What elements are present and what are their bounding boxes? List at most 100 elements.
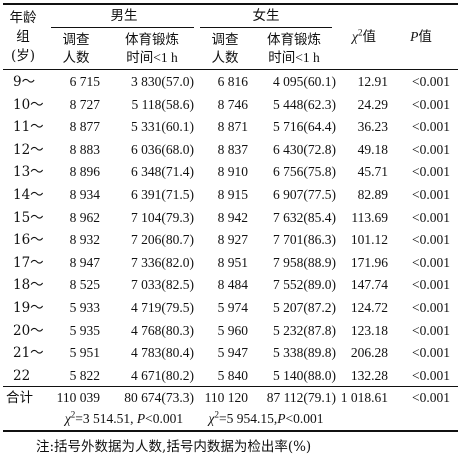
header-female-exercise-1: 体育锻炼: [267, 32, 321, 48]
cell-female-exercise: 5 716(64.4): [273, 119, 336, 135]
cell-female-exercise: 4 095(60.1): [273, 74, 336, 89]
table-row: 16～ 8 932 7 206(80.7) 8 927 7 701(86.3) 101.1…: [0, 228, 461, 252]
cell-male-n: 8 962: [69, 209, 100, 225]
table-row: 13～ 8 896 6 348(71.4) 8 910 6 756(75.8) 45.71…: [0, 160, 461, 184]
cell-male-n: 8 932: [69, 232, 100, 248]
cell-male-n: 8 947: [69, 254, 100, 270]
cell-female-exercise: 7 552(89.0): [273, 277, 336, 293]
cell-age: 17～: [13, 254, 44, 271]
cell-p: <0.001: [412, 322, 450, 338]
cell-age: 13～: [13, 164, 44, 181]
cell-female-n: 5 840: [217, 367, 248, 383]
table-row: 15～ 8 962 7 104(79.3) 8 942 7 632(85.4) 113.6…: [0, 206, 461, 230]
cell-age: 18～: [13, 277, 44, 294]
header-p-value: P值: [410, 29, 432, 45]
cell-female-exercise: 7 632(85.4): [273, 209, 336, 225]
table-row: 14～ 8 934 6 391(71.5) 8 915 6 907(77.5) 82.89…: [0, 183, 461, 207]
cell-age: 11～: [13, 119, 44, 136]
cell-female-n: 8 942: [217, 209, 248, 225]
cell-male-n: 8 896: [69, 164, 100, 180]
cell-p: <0.001: [412, 367, 450, 383]
cell-female-n: 5 960: [217, 322, 248, 338]
header-male: 男生: [110, 8, 138, 24]
total-top-rule: [3, 386, 458, 387]
header-female: 女生: [252, 8, 280, 24]
cell-p: <0.001: [412, 96, 450, 112]
cell-p: <0.001: [412, 74, 450, 89]
cell-male-n: 5 935: [69, 322, 100, 338]
cell-female-n: 8 837: [217, 141, 248, 157]
cell-male-exercise: 7 336(82.0): [131, 254, 194, 270]
header-age-line3: (岁): [10, 48, 36, 64]
table-row: 21～ 5 951 4 783(80.4) 5 947 5 338(89.8) 206.2…: [0, 341, 461, 365]
cell-male-exercise: 7 206(80.7): [131, 232, 194, 248]
cell-age: 22: [13, 367, 31, 384]
top-rule: [3, 3, 458, 5]
cell-female-exercise: 5 140(88.0): [273, 367, 336, 383]
header-male-surveyed-1: 调查: [62, 32, 90, 48]
cell-female-n: 8 951: [217, 254, 248, 270]
cell-age: 16～: [13, 232, 44, 249]
total-male-n: 110 039: [56, 390, 100, 405]
cell-male-exercise: 6 036(68.0): [131, 141, 194, 157]
cell-age: 9～: [13, 74, 36, 90]
cell-female-exercise: 5 338(89.8): [273, 345, 336, 361]
table-note: 注:括号外数据为人数,括号内数据为检出率(%): [36, 439, 312, 455]
cell-age: 12～: [13, 141, 44, 158]
cell-chi2: 45.71: [357, 164, 388, 180]
table-row: 20～ 5 935 4 768(80.3) 5 960 5 232(87.8) 123.1…: [0, 319, 461, 343]
table-row: 11～ 8 877 5 331(60.1) 8 871 5 716(64.4) 36.23…: [0, 115, 461, 139]
header-female-surveyed-2: 人数: [211, 50, 239, 66]
bottom-rule: [3, 430, 458, 432]
table-row: 10～ 8 727 5 118(58.6) 8 746 5 448(62.3) 24.29…: [0, 93, 461, 117]
header-female-surveyed-1: 调查: [211, 32, 239, 48]
cell-male-exercise: 3 830(57.0): [131, 74, 194, 89]
cell-male-exercise: 4 719(79.5): [131, 300, 194, 315]
cell-age: 19～: [13, 300, 44, 316]
female-group-underline: [200, 27, 332, 28]
cell-male-exercise: 7 104(79.3): [131, 209, 194, 225]
cell-male-n: 5 951: [69, 345, 100, 361]
cell-male-exercise: 7 033(82.5): [131, 277, 194, 293]
header-age-line1: 年龄: [9, 10, 37, 26]
cell-chi2: 123.18: [350, 322, 388, 338]
cell-male-exercise: 4 768(80.3): [131, 322, 194, 338]
header-age-line2: 组: [16, 29, 30, 45]
cell-male-exercise: 5 118(58.6): [131, 96, 195, 112]
cell-female-exercise: 6 907(77.5): [273, 187, 336, 202]
cell-female-n: 8 484: [217, 277, 248, 293]
cell-female-exercise: 7 958(88.9): [273, 254, 336, 270]
cell-female-n: 5 947: [217, 345, 248, 361]
cell-p: <0.001: [412, 300, 450, 315]
cell-chi2: 132.28: [350, 367, 388, 383]
male-group-underline: [51, 27, 194, 28]
cell-p: <0.001: [412, 141, 450, 157]
cell-p: <0.001: [412, 254, 450, 270]
cell-female-exercise: 6 756(75.8): [273, 164, 336, 180]
trend-male: χ2=3 514.51, P<0.001: [64, 409, 184, 426]
header-male-exercise-1: 体育锻炼: [125, 32, 179, 48]
cell-chi2: 206.28: [350, 345, 388, 361]
table-row: 12～ 8 883 6 036(68.0) 8 837 6 430(72.8) 49.18…: [0, 138, 461, 162]
cell-age: 10～: [13, 96, 44, 113]
cell-female-n: 8 746: [217, 96, 248, 112]
cell-age: 15～: [13, 209, 44, 226]
cell-female-exercise: 5 448(62.3): [273, 96, 336, 112]
cell-male-exercise: 5 331(60.1): [131, 119, 194, 135]
header-female-exercise-2: 时间<1 h: [268, 50, 320, 65]
cell-male-n: 5 933: [69, 300, 100, 315]
cell-male-exercise: 6 391(71.5): [131, 187, 194, 202]
cell-age: 20～: [13, 322, 44, 339]
cell-male-n: 8 883: [69, 141, 100, 157]
cell-male-n: 8 877: [69, 119, 100, 135]
cell-male-n: 8 525: [69, 277, 100, 293]
table-row: 9～ 6 715 3 830(57.0) 6 816 4 095(60.1) 12.91 <…: [0, 70, 461, 94]
total-female-exercise: 87 112(79.1): [266, 390, 336, 405]
cell-chi2: 82.89: [357, 187, 388, 202]
cell-p: <0.001: [412, 232, 450, 248]
cell-male-n: 5 822: [69, 367, 100, 383]
header-bottom-rule: [3, 69, 458, 70]
cell-female-exercise: 5 232(87.8): [273, 322, 336, 338]
total-female-n: 110 120: [204, 390, 248, 405]
